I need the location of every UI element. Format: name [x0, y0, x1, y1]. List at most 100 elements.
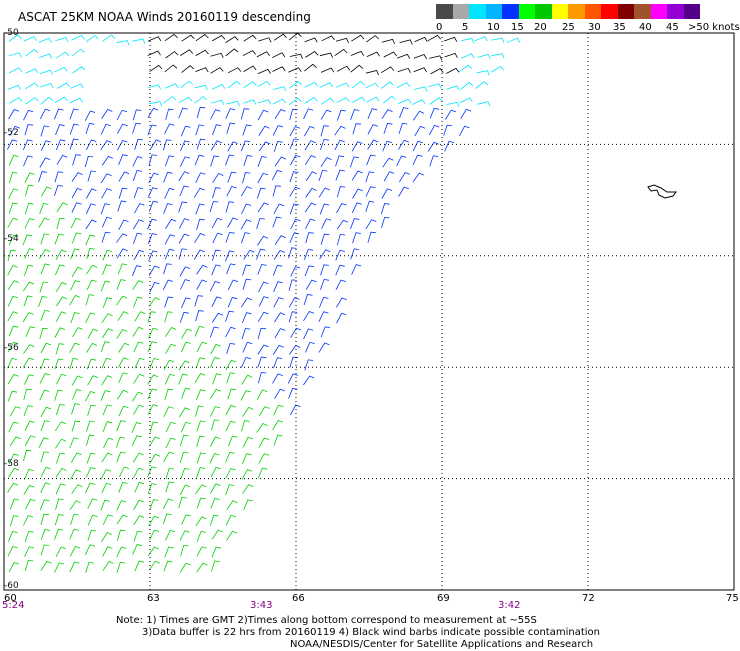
wind-barb: [445, 109, 457, 120]
wind-barb: [289, 186, 301, 197]
wind-barb: [163, 203, 173, 215]
wind-barb: [85, 294, 95, 306]
wind-barb: [70, 312, 80, 324]
wind-barb: [303, 108, 314, 119]
wind-barb: [117, 140, 128, 151]
wind-barb: [257, 202, 269, 213]
wind-barb: [40, 83, 54, 89]
wind-barb: [256, 248, 266, 260]
wind-barb: [272, 98, 287, 105]
wind-barb: [132, 38, 146, 44]
wind-barb: [133, 219, 144, 230]
wind-barb: [320, 233, 330, 245]
wind-barb: [118, 357, 129, 368]
wind-barb: [366, 154, 376, 166]
wind-barb: [134, 311, 146, 322]
wind-barb: [196, 389, 206, 400]
wind-barb: [212, 187, 221, 199]
wind-barb: [131, 422, 142, 433]
wind-barb: [181, 514, 191, 525]
wind-barb: [148, 200, 159, 212]
wind-barb: [23, 449, 32, 462]
wind-barb: [40, 544, 50, 556]
wind-barb: [336, 65, 351, 72]
wind-barb: [195, 203, 205, 215]
wind-barb: [133, 499, 144, 511]
wind-barb: [477, 101, 491, 107]
x-tick: 60: [4, 593, 17, 604]
wind-barb: [210, 99, 225, 105]
wind-barb: [147, 388, 158, 400]
wind-barb: [24, 374, 34, 385]
wind-barb: [148, 515, 160, 526]
wind-barb: [194, 373, 206, 384]
wind-barb: [212, 373, 222, 385]
wind-barb: [210, 155, 219, 167]
wind-barb: [211, 560, 220, 572]
wind-barb: [85, 482, 96, 494]
wind-barb: [226, 530, 238, 541]
wind-barb: [101, 452, 113, 463]
legend-swatch: [469, 4, 486, 19]
wind-barb: [289, 232, 300, 243]
wind-barb: [290, 218, 301, 230]
wind-barb: [225, 359, 237, 371]
wind-barb: [147, 84, 161, 90]
wind-barb: [381, 109, 393, 120]
wind-barb: [350, 109, 360, 121]
wind-barb: [181, 387, 191, 399]
wind-barb: [412, 99, 426, 105]
wind-barb: [414, 125, 426, 137]
wind-barb: [335, 249, 345, 261]
wind-barb: [427, 34, 442, 42]
wind-barb: [24, 468, 34, 480]
wind-barb: [225, 250, 235, 262]
wind-barb: [54, 327, 66, 338]
wind-barb: [8, 421, 19, 433]
wind-barb: [303, 311, 315, 322]
wind-barb: [196, 420, 206, 432]
wind-barb: [273, 33, 287, 41]
wind-barb: [413, 67, 427, 73]
wind-barb: [147, 546, 159, 557]
legend-tick: 25: [562, 22, 575, 33]
legend-swatch: [584, 4, 601, 19]
wind-barb: [446, 85, 460, 91]
wind-barb: [56, 139, 66, 151]
wind-barb: [116, 500, 127, 511]
wind-barb: [210, 483, 221, 494]
wind-barb: [491, 37, 505, 44]
wind-barb: [132, 265, 142, 276]
wind-barb: [258, 37, 272, 43]
wind-barb: [54, 358, 64, 370]
wind-barb: [211, 264, 221, 276]
y-tick: -52: [4, 128, 19, 138]
wind-barb: [165, 529, 176, 541]
wind-barb: [225, 108, 236, 119]
wind-barb: [256, 389, 268, 400]
wind-barb: [165, 468, 175, 480]
wind-barb: [195, 33, 209, 42]
wind-barb: [69, 108, 79, 120]
wind-barb: [25, 326, 36, 337]
wind-barb: [163, 171, 173, 183]
wind-barb: [256, 51, 271, 58]
wind-barb: [55, 51, 69, 59]
wind-barb: [212, 124, 222, 136]
wind-barb: [24, 530, 34, 543]
wind-barb: [335, 155, 345, 167]
wind-barb: [165, 108, 174, 120]
wind-barb: [444, 52, 458, 58]
wind-barb: [86, 358, 97, 370]
x-tick: 63: [147, 593, 160, 604]
wind-barb: [7, 280, 19, 291]
wind-barb: [85, 188, 97, 199]
wind-barb: [22, 357, 34, 368]
legend-swatch: [650, 4, 667, 19]
wind-barb: [180, 279, 191, 290]
wind-barb: [149, 64, 163, 72]
wind-barb: [195, 49, 209, 56]
wind-barb: [132, 544, 142, 555]
wind-barb: [55, 404, 65, 416]
wind-barb: [459, 125, 470, 137]
